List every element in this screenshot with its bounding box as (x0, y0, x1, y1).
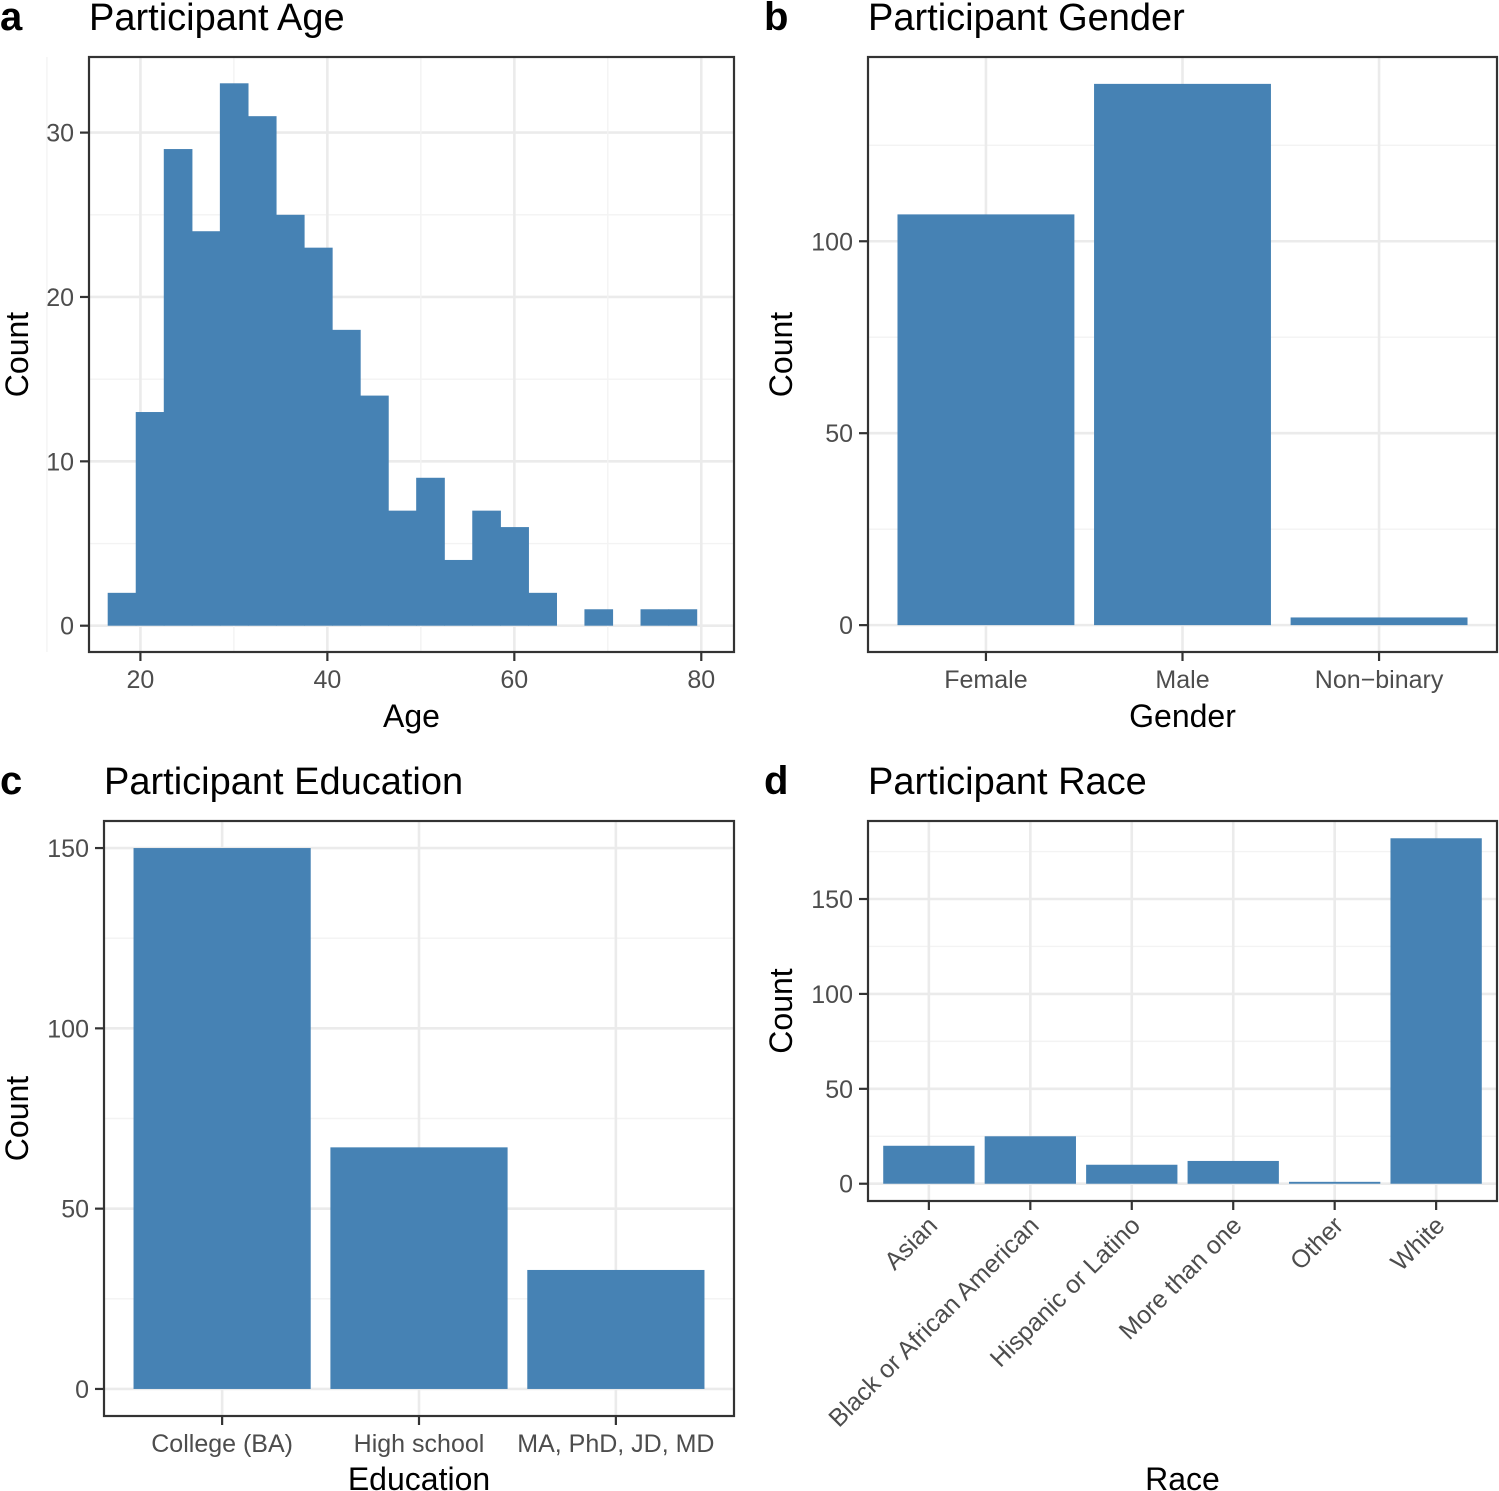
y-tick-label: 100 (47, 1015, 89, 1043)
x-tick-label: White (1385, 1211, 1450, 1276)
chart-title: Participant Gender (868, 0, 1185, 39)
y-tick-label: 50 (825, 420, 853, 448)
x-tick-label: Asian (879, 1211, 943, 1275)
histogram-bar (107, 592, 137, 626)
x-tick-label: MA, PhD, JD, MD (517, 1430, 714, 1458)
y-tick-label: 150 (47, 835, 89, 863)
y-tick-label: 20 (46, 284, 74, 312)
y-tick-label: 50 (61, 1196, 89, 1224)
panel-gender-bars: Female Male Non−binary 0 50 100 b Participant G… (763, 0, 1499, 734)
y-tick-label: 100 (811, 981, 853, 1009)
bar-ma-phd-jd-md (527, 1269, 705, 1389)
panel-education-bars: College (BA) High school MA, PhD, JD, MD 0 5… (0, 759, 736, 1491)
x-tick-label: 20 (127, 666, 155, 694)
histogram-bar (472, 510, 501, 626)
histogram-bar (584, 609, 614, 626)
panel-letter: b (764, 0, 788, 39)
panel-letter: a (0, 0, 23, 39)
histogram-bar (219, 83, 249, 626)
x-tick-label: College (BA) (151, 1430, 293, 1458)
histogram-bar (304, 247, 333, 626)
plot-frame (866, 55, 1499, 654)
bar-white (1390, 838, 1482, 1184)
y-tick-label: 0 (839, 612, 853, 640)
plot-frame (102, 819, 736, 1418)
y-axis-title: Count (763, 968, 799, 1054)
x-tick-label: Male (1155, 666, 1209, 694)
y-tick-label: 30 (46, 120, 74, 148)
histogram-bar (275, 214, 305, 626)
panel-letter: c (0, 759, 22, 803)
y-tick-label: 150 (811, 886, 853, 914)
chart-title: Participant Education (104, 761, 463, 803)
histogram-bar (668, 609, 698, 626)
bar-non-binary (1290, 617, 1468, 626)
bar-hispanic-or-latino (1086, 1164, 1178, 1184)
plot-frame (866, 819, 1499, 1203)
y-tick-label: 10 (46, 448, 74, 476)
histogram-bar (528, 592, 557, 626)
bar-more-than-one (1187, 1160, 1279, 1184)
plot-frame (87, 55, 736, 654)
histogram-bar (135, 412, 165, 626)
histogram-bar (332, 329, 361, 626)
y-tick-label: 0 (75, 1376, 89, 1404)
histogram-bar (247, 116, 277, 626)
bar-black-or-african-american (984, 1136, 1076, 1184)
y-axis-title: Count (0, 312, 35, 398)
bar-college-ba (133, 848, 311, 1389)
histogram-bar (500, 527, 529, 626)
panel-letter: d (764, 759, 788, 803)
histogram-bar (360, 395, 389, 626)
y-tick-label: 50 (825, 1076, 853, 1104)
bar-high-school (330, 1147, 508, 1389)
x-tick-label: 80 (687, 666, 715, 694)
panel-age-histogram: 20 40 60 80 0 10 20 30 a Participant Age Count Age (0, 0, 736, 734)
bar-female (897, 214, 1075, 626)
x-tick-label: 60 (500, 666, 528, 694)
bar-other (1289, 1181, 1381, 1184)
y-axis-title: Count (0, 1076, 35, 1162)
histogram-bar (388, 510, 417, 626)
histogram-bar (163, 149, 193, 626)
x-tick-label: Other (1285, 1211, 1349, 1275)
y-tick-label: 0 (60, 613, 74, 641)
x-axis-title: Age (383, 698, 440, 734)
histogram-bar (416, 477, 445, 626)
chart-title: Participant Age (89, 0, 345, 39)
y-axis-title: Count (763, 312, 799, 398)
histogram-bar (191, 231, 221, 626)
bar-asian (883, 1145, 975, 1184)
x-axis-title: Gender (1129, 698, 1236, 734)
histogram-bar (640, 609, 670, 626)
x-axis-title: Education (348, 1461, 490, 1491)
bar-male (1094, 83, 1271, 626)
x-tick-label: Black or African American (823, 1211, 1044, 1432)
chart-title: Participant Race (868, 761, 1147, 803)
x-tick-label: Female (944, 666, 1027, 694)
y-tick-label: 0 (839, 1171, 853, 1199)
x-axis-title: Race (1145, 1461, 1220, 1491)
y-tick-label: 100 (811, 228, 853, 256)
x-tick-label: 40 (313, 666, 341, 694)
histogram-bar (444, 559, 473, 626)
x-tick-label: High school (354, 1430, 485, 1458)
x-tick-label: Non−binary (1315, 666, 1444, 694)
